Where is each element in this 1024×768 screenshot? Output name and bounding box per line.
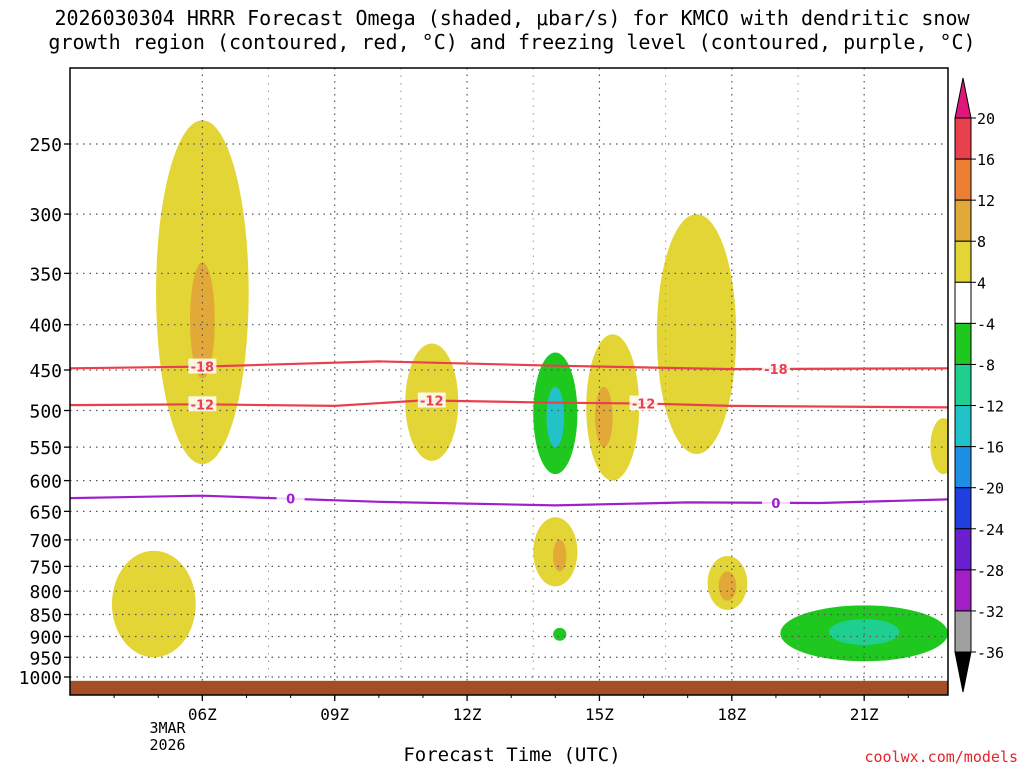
y-tick-label-800: 800 <box>29 582 62 603</box>
dendritic-minus-12-label: -12 <box>632 398 656 413</box>
y-tick-label-850: 850 <box>29 606 62 627</box>
y-tick-label-700: 700 <box>29 531 62 552</box>
colorbar-box-8-12 <box>954 199 972 242</box>
x-tick-label-15Z: 15Z <box>585 705 614 724</box>
ground-layer <box>70 680 948 695</box>
site-credit-link[interactable]: coolwx.com/models <box>864 748 1018 766</box>
x-tick-label-09Z: 09Z <box>320 705 349 724</box>
colorbar-label-16: 16 <box>977 151 995 169</box>
upward-motion-05z-low <box>111 550 196 658</box>
y-tick-label-450: 450 <box>29 361 62 382</box>
colorbar-box--8--4 <box>954 322 972 365</box>
colorbar-box--16--12 <box>954 405 972 448</box>
colorbar-label-20: 20 <box>977 110 995 128</box>
colorbar-label--16: -16 <box>977 439 1004 457</box>
colorbar-box--4-4 <box>954 281 972 324</box>
colorbar-label-4: 4 <box>977 274 986 292</box>
y-tick-label-250: 250 <box>29 135 62 156</box>
downward-motion-21z-low-core <box>828 619 900 645</box>
freezing-level-0-label: 0 <box>286 493 295 508</box>
dendritic-minus-12-label-bg <box>188 396 217 412</box>
freezing-level-0-label-bg <box>276 490 305 506</box>
colorbar-label-8: 8 <box>977 233 986 251</box>
y-tick-label-550: 550 <box>29 438 62 459</box>
omega-region-group <box>111 120 948 662</box>
upward-motion-15z <box>586 334 640 481</box>
y-tick-label-500: 500 <box>29 402 62 423</box>
omega-shaded-regions <box>111 120 948 662</box>
y-tick-label-350: 350 <box>29 264 62 285</box>
dendritic-minus-12-label: -12 <box>191 398 215 413</box>
colorbar-box--20--16 <box>954 446 972 489</box>
freezing-level-0-label-bg <box>761 494 790 510</box>
dendritic-minus-18-label-bg <box>761 360 790 376</box>
colorbar-bottom-arrow <box>954 651 972 693</box>
colorbar: 20 16 12 8 4 -4 -8 -12 -16 -20 -24 -28 -32 -36 <box>954 77 1004 693</box>
chart-title-line-2: growth region (contoured, red, °C) and f… <box>48 30 976 54</box>
colorbar-top-arrow <box>954 77 972 119</box>
upward-motion-15z-core <box>595 386 613 448</box>
y-tick-label-600: 600 <box>29 472 62 493</box>
colorbar-label-12: 12 <box>977 192 995 210</box>
dendritic-minus-18-label-bg <box>188 358 217 374</box>
ground-fill <box>70 680 948 695</box>
chart-title: 2026030304 HRRR Forecast Omega (shaded, … <box>0 6 1024 54</box>
colorbar-box--32--28 <box>954 569 972 612</box>
plot-frame <box>69 67 949 696</box>
freezing-level-0-label: 0 <box>771 497 780 512</box>
axis-ticks: 2503003504004505005506006507007508008509… <box>19 135 909 724</box>
colorbar-label--32: -32 <box>977 603 1004 621</box>
dendritic-minus-12-label: -12 <box>420 395 444 410</box>
y-tick-label-300: 300 <box>29 205 62 226</box>
dendritic-minus-12-label-bg <box>629 395 658 411</box>
dendritic-minus-12-line <box>69 399 949 409</box>
dendritic-minus-18-label: -18 <box>191 361 215 376</box>
y-tick-label-1000: 1000 <box>19 668 62 689</box>
colorbar-box-16-20 <box>954 117 972 160</box>
plot-border <box>69 67 949 696</box>
upward-motion-22z-edge <box>930 418 948 475</box>
colorbar-box--28--24 <box>954 528 972 571</box>
temperature-contours: -18 -18 -12 -12 -12 0 0 <box>69 358 949 512</box>
x-date-label-day: 3MAR <box>149 719 186 737</box>
y-tick-label-950: 950 <box>29 648 62 669</box>
colorbar-label--20: -20 <box>977 480 1004 498</box>
y-tick-label-900: 900 <box>29 627 62 648</box>
upward-motion-14z-mid-core <box>553 539 567 572</box>
y-tick-label-750: 750 <box>29 557 62 578</box>
upward-motion-17z <box>656 214 737 455</box>
freezing-level-0-line <box>69 494 949 507</box>
colorbar-box-4-8 <box>954 240 972 283</box>
colorbar-box-12-16 <box>954 158 972 201</box>
colorbar-label--4: -4 <box>977 315 995 333</box>
x-date-label-year: 2026 <box>149 736 186 754</box>
x-tick-label-06Z: 06Z <box>188 705 217 724</box>
colorbar-box--12--8 <box>954 363 972 407</box>
dendritic-minus-18-label: -18 <box>764 363 788 378</box>
colorbar-label--12: -12 <box>977 398 1004 416</box>
downward-motion-14z-core <box>546 386 565 448</box>
chart-title-line-1: 2026030304 HRRR Forecast Omega (shaded, … <box>54 6 970 30</box>
x-tick-label-21Z: 21Z <box>850 705 879 724</box>
y-tick-label-400: 400 <box>29 316 62 337</box>
x-tick-label-18Z: 18Z <box>717 705 746 724</box>
colorbar-label--24: -24 <box>977 521 1004 539</box>
colorbar-box--24--20 <box>954 487 972 530</box>
x-axis-label: Forecast Time (UTC) <box>403 744 621 766</box>
colorbar-box--36--32 <box>954 610 972 653</box>
dendritic-minus-12-label-bg <box>417 392 446 408</box>
x-tick-label-12Z: 12Z <box>453 705 482 724</box>
upward-motion-06z-core <box>190 262 215 379</box>
x-date-label: 3MAR 2026 <box>130 720 205 754</box>
y-tick-label-650: 650 <box>29 502 62 523</box>
grid-lines <box>70 68 948 695</box>
colorbar-label--8: -8 <box>977 356 995 374</box>
colorbar-label--28: -28 <box>977 562 1004 580</box>
downward-motion-14z-low <box>553 627 567 641</box>
colorbar-label--36: -36 <box>977 644 1004 662</box>
upward-motion-18z-mid-core <box>718 571 737 601</box>
